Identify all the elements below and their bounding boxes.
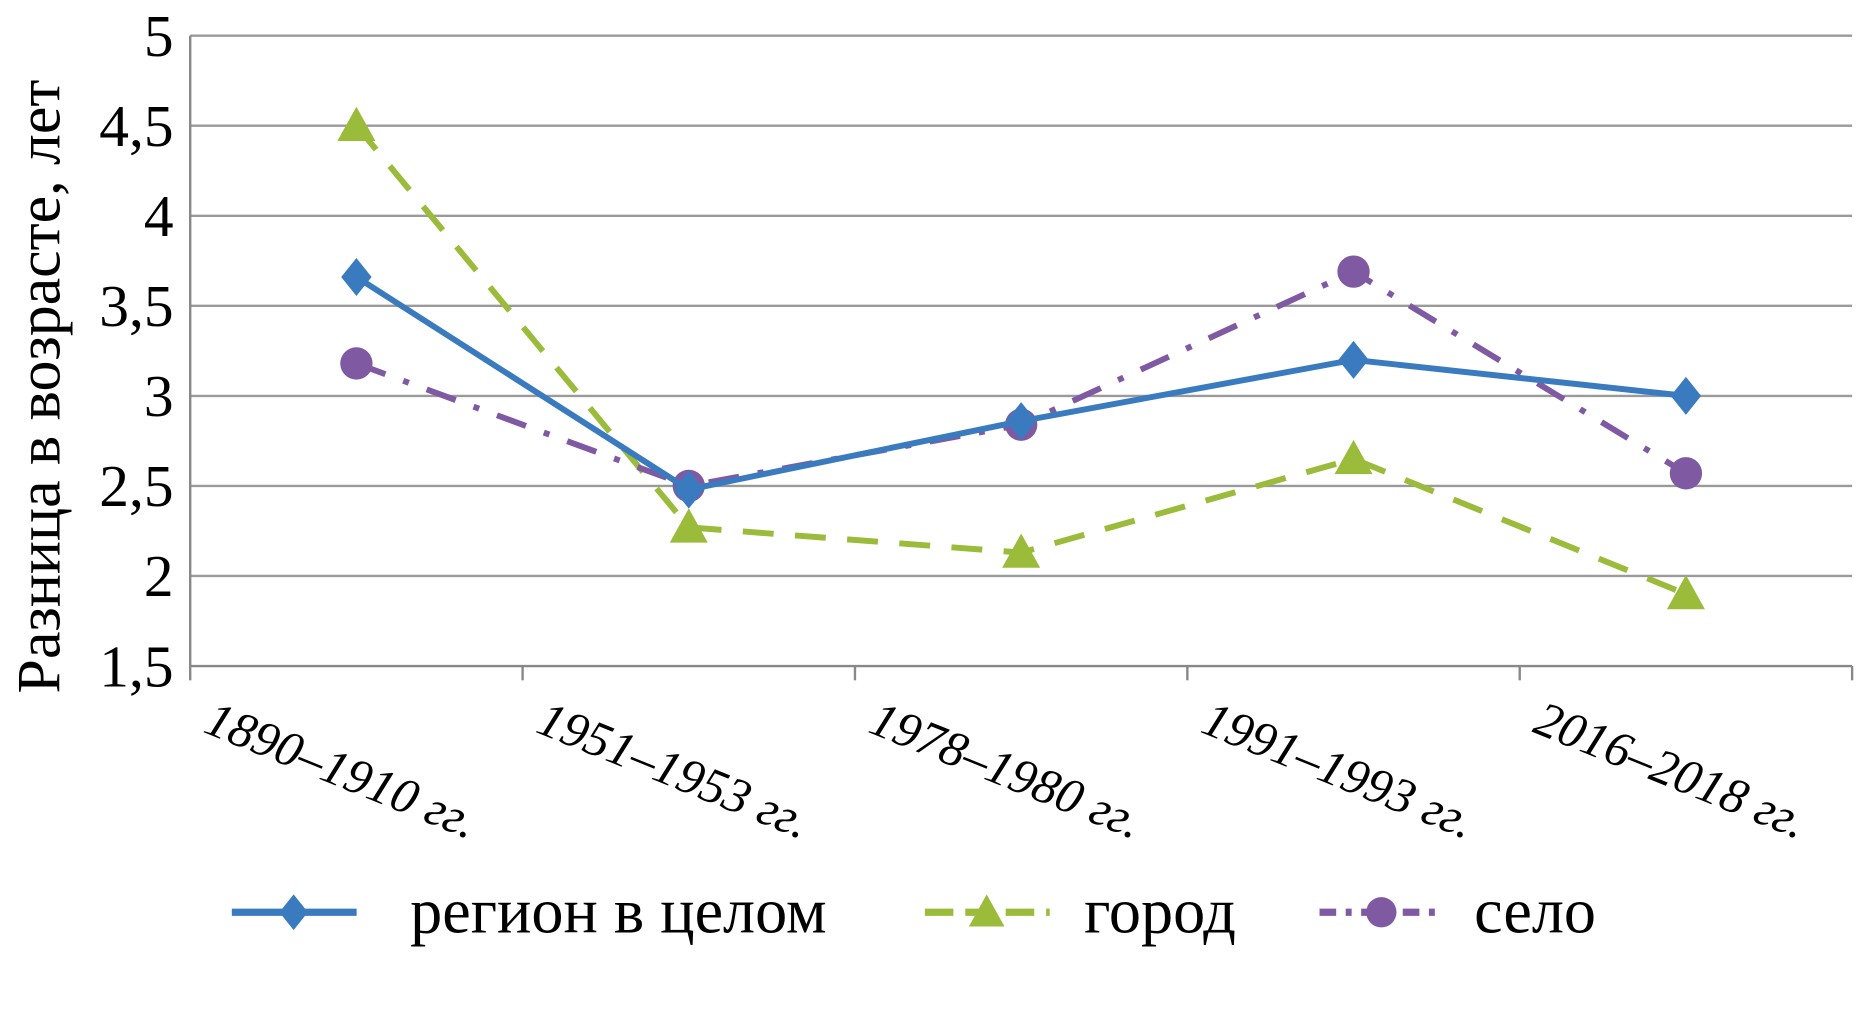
y-tick-label: 4,5 <box>99 93 173 159</box>
x-tick-label: 1991–1993 гг. <box>1195 690 1483 850</box>
y-tick-label: 1,5 <box>99 633 173 699</box>
series-line <box>354 274 1687 493</box>
data-point <box>673 470 704 509</box>
x-axis-ticks: 1890–1910 гг. 1951–1953 гг. 1978–1980 гг. 1… <box>198 690 1815 850</box>
y-tick-label: 5 <box>144 3 174 69</box>
data-point <box>1334 439 1373 475</box>
data-point <box>279 894 308 931</box>
gridlines <box>189 34 1854 681</box>
data-point <box>1670 376 1702 415</box>
data-point <box>669 508 708 543</box>
y-tick-label: 3 <box>144 363 174 429</box>
x-tick-label: 1951–1953 гг. <box>530 690 818 850</box>
legend: регион в целом город село <box>231 875 1596 946</box>
series-line <box>355 268 1688 490</box>
y-tick-label: 4 <box>144 183 174 249</box>
series-line <box>354 123 1688 597</box>
y-tick-label: 3,5 <box>99 273 173 339</box>
data-point <box>1002 533 1041 568</box>
legend-label: город <box>1084 875 1236 946</box>
x-tick-label: 1978–1980 гг. <box>862 690 1150 850</box>
data-point <box>968 894 1005 927</box>
y-tick-label: 2,5 <box>99 453 173 519</box>
data-point <box>341 257 372 297</box>
data-point <box>1669 457 1703 490</box>
data-point <box>1005 402 1037 441</box>
data-point <box>1666 574 1705 610</box>
data-point <box>337 106 376 141</box>
data-point <box>1366 897 1397 928</box>
legend-label: регион в целом <box>410 875 826 946</box>
x-tick-label: 2016–2018 гг. <box>1527 690 1815 850</box>
data-point <box>1337 255 1370 288</box>
y-tick-label: 2 <box>144 543 174 609</box>
x-tick-label: 1890–1910 гг. <box>198 690 486 850</box>
y-axis-ticks: 1,5 2 2,5 3 3,5 4 4,5 5 <box>99 3 173 699</box>
series-group <box>337 106 1705 610</box>
data-point <box>340 347 373 380</box>
data-point <box>1338 340 1369 379</box>
legend-label: село <box>1474 875 1596 946</box>
y-axis-label: Разница в возрасте, лет <box>5 80 73 694</box>
